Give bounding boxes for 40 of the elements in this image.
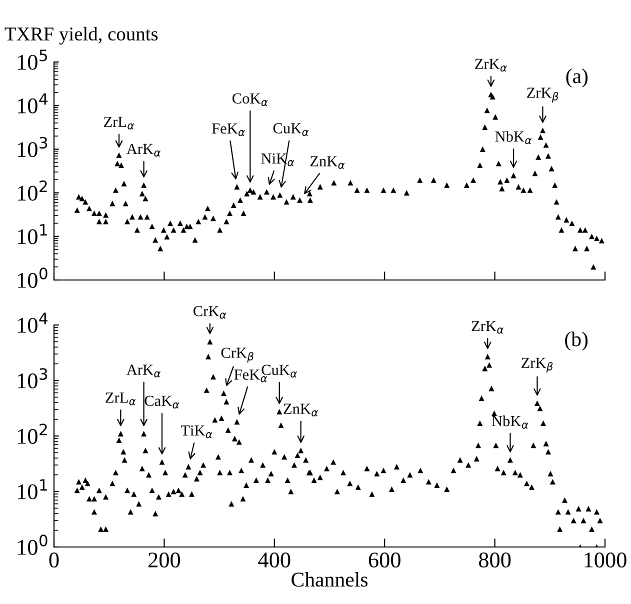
annotation: ZrL$_{α}$ xyxy=(106,392,136,406)
x-tick-label: 800 xyxy=(478,552,511,568)
annotation: (b) xyxy=(565,332,588,351)
x-tick-label: 200 xyxy=(148,552,180,568)
x-tick-label: 1000 xyxy=(584,552,626,568)
y-tick-label: 10$^{3}$ xyxy=(18,368,48,388)
x-tick-label: 600 xyxy=(368,552,400,568)
annotation: (a) xyxy=(566,68,588,88)
annotation: CrK$_{α}$ xyxy=(194,306,226,319)
y-tick-label: 10$^{5}$ xyxy=(18,50,47,70)
annotation: CoK$_{α}$ xyxy=(232,93,268,106)
y-tick-label: 10$^{3}$ xyxy=(18,136,48,158)
annotation: ArK$_{α}$ xyxy=(126,364,161,378)
annotation: ZrK$_{α}$ xyxy=(475,58,507,72)
annotation: NbK$_{α}$ xyxy=(492,415,528,429)
y-tick-label: 10$^{0}$ xyxy=(18,534,48,555)
y-tick-label: 10$^{2}$ xyxy=(18,424,47,444)
annotation: CrK$_{β}$ xyxy=(221,348,254,363)
x-tick-label: 0 xyxy=(49,552,59,568)
y-tick-label: 10$^{2}$ xyxy=(18,180,47,201)
y-tick-label: 10$^{4}$ xyxy=(18,312,48,333)
annotation: CaK$_{α}$ xyxy=(144,396,180,408)
annotation: FeK$_{α}$ xyxy=(212,124,245,136)
annotation: ArK$_{α}$ xyxy=(126,144,161,157)
annotation: ZnK$_{α}$ xyxy=(310,156,345,169)
x-axis-title: Channels xyxy=(292,572,368,587)
annotation: ZrK$_{β}$ xyxy=(522,358,553,373)
y-tick-label: 10$^{0}$ xyxy=(18,268,48,288)
y-tick-label: 10$^{4}$ xyxy=(18,93,48,114)
y-axis-title: TXRF yield, counts xyxy=(4,26,158,45)
annotation: CuK$_{α}$ xyxy=(273,123,309,136)
x-tick-label: 400 xyxy=(258,552,290,568)
annotation: ZnK$_{α}$ xyxy=(284,404,318,416)
y-tick-label: 10$^{1}$ xyxy=(18,479,47,500)
annotation: TiK$_{α}$ xyxy=(180,425,212,438)
annotation: ZrK$_{β}$ xyxy=(527,88,558,103)
annotation: NbK$_{α}$ xyxy=(495,130,532,144)
y-tick-label: 10$^{1}$ xyxy=(18,224,47,244)
annotation: ZrK$_{α}$ xyxy=(472,321,504,334)
annotation: ZrL$_{α}$ xyxy=(104,116,134,130)
